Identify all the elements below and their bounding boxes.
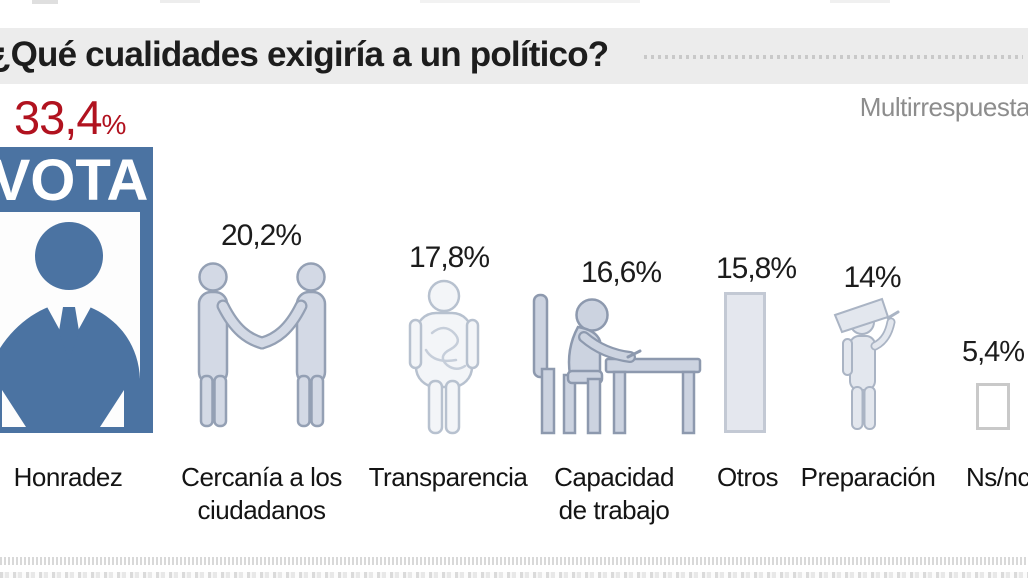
top-cutoff-mark xyxy=(830,0,890,3)
value-preparacion: 14% xyxy=(843,261,901,294)
value-otros: 15,8% xyxy=(715,252,797,285)
bottom-dashed-rule xyxy=(0,557,1028,565)
empty-square-icon xyxy=(976,383,1010,430)
handshake-icon xyxy=(188,260,336,430)
top-cutoff-mark xyxy=(160,0,200,3)
value-cercania: 20,2% xyxy=(220,219,302,252)
person-at-desk-icon xyxy=(528,293,702,435)
value-honradez: 33,4% xyxy=(14,91,127,144)
bar-icon xyxy=(724,292,766,433)
label-capacidad: Capacidad de trabajo xyxy=(554,462,674,525)
top-cutoff-mark xyxy=(32,0,58,4)
label-preparacion: Preparación xyxy=(800,462,936,492)
dotted-leader-line xyxy=(644,55,1023,59)
page-title: ¿Qué cualidades exigiría a un político? xyxy=(0,35,609,74)
label-transparencia: Transparencia xyxy=(368,462,528,492)
multiresponse-note: Multirrespuesta xyxy=(859,92,1028,122)
transparent-person-icon xyxy=(396,278,492,436)
label-honradez: Honradez xyxy=(13,462,123,492)
label-otros: Otros xyxy=(716,462,779,492)
top-cutoff-mark xyxy=(420,0,640,3)
bottom-cutoff-mark xyxy=(0,572,1028,578)
graduate-icon xyxy=(832,294,904,430)
label-cercania: Cercanía a los ciudadanos xyxy=(181,462,342,525)
label-nsnc: Ns/nc xyxy=(966,462,1028,492)
value-transparencia: 17,8% xyxy=(408,241,490,274)
vota-poster-icon: VOTA xyxy=(0,147,153,433)
value-capacidad: 16,6% xyxy=(580,256,662,289)
title-band: ¿Qué cualidades exigiría a un político? xyxy=(0,28,1028,84)
value-nsnc: 5,4% xyxy=(961,336,1025,368)
vota-text: VOTA xyxy=(0,148,148,213)
percent-sign: % xyxy=(101,109,127,140)
